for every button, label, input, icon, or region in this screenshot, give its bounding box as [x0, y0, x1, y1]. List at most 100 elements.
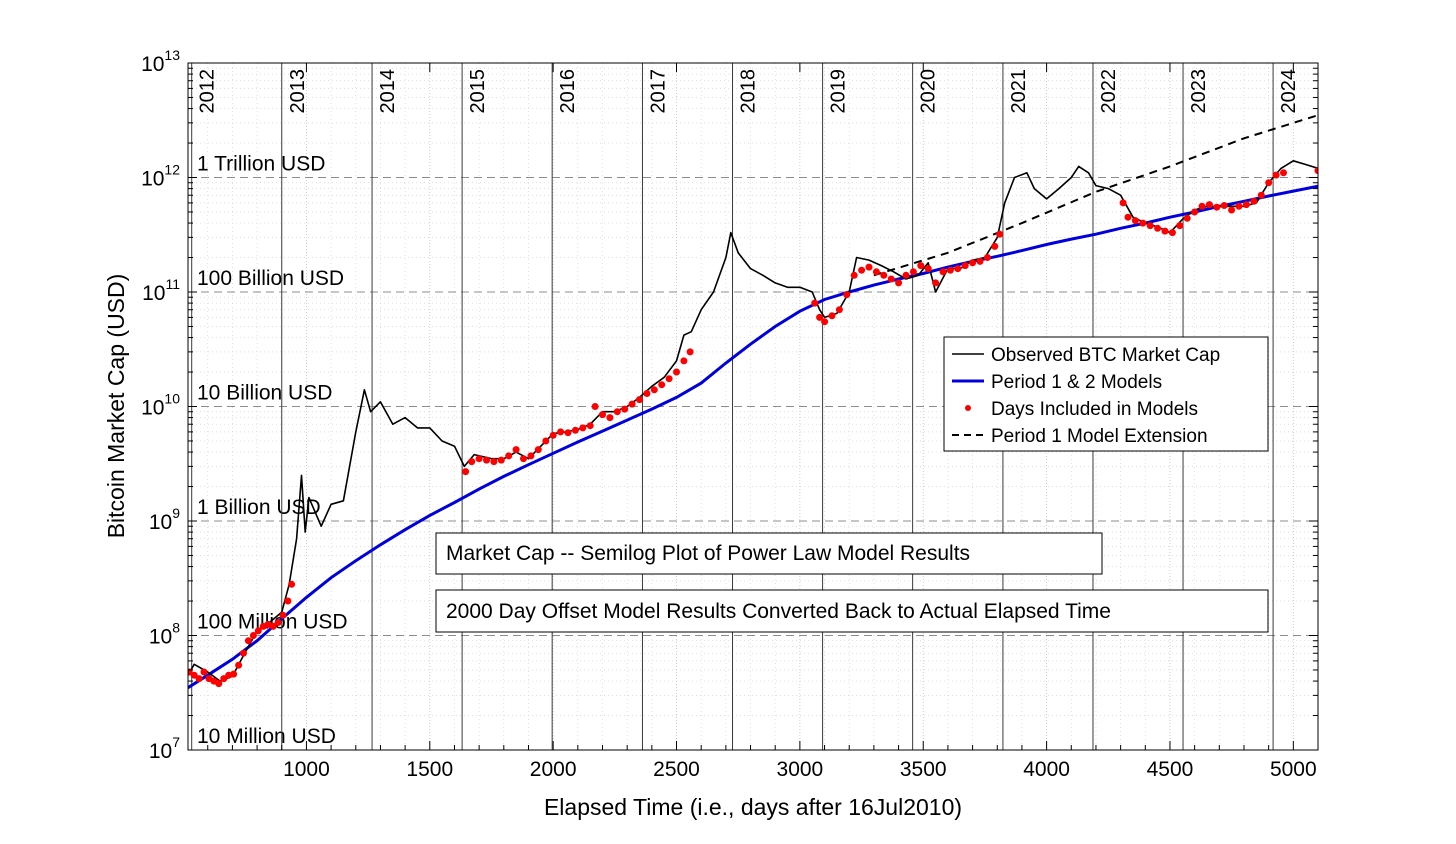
x-tick-label: 5000 [1270, 758, 1317, 781]
year-label: 2024 [1278, 69, 1300, 114]
model-day-point [512, 446, 520, 454]
model-day-point [924, 265, 932, 273]
model-day-point [887, 275, 895, 283]
model-day-point [976, 257, 984, 265]
model-day-point [961, 262, 969, 270]
model-day-point [571, 426, 579, 434]
x-tick-label: 1000 [283, 758, 330, 781]
model-day-point [954, 265, 962, 273]
x-tick-label: 3000 [777, 758, 824, 781]
y-tick-label: 108 [149, 620, 180, 649]
legend-box [943, 336, 1269, 452]
annotation-box-1: Market Cap -- Semilog Plot of Power Law … [435, 532, 1103, 575]
model-day-point [269, 622, 277, 630]
reference-lines: 10 Million USD 100 Million USD 1 Billion U… [188, 153, 1318, 748]
annotation-text-2: 2000 Day Offset Model Results Converted … [446, 600, 1111, 623]
reference-label: 10 Million USD [197, 725, 336, 748]
y-tick-base: 10 [149, 626, 172, 649]
y-tick-exponent: 11 [165, 276, 180, 292]
model-day-point [1146, 222, 1154, 230]
model-day-point [230, 670, 238, 678]
model-day-point [680, 357, 688, 365]
model-day-point [1235, 202, 1243, 210]
annotation-box-2: 2000 Day Offset Model Results Converted … [435, 589, 1269, 633]
y-tick-base: 10 [149, 511, 172, 534]
model-day-point [288, 580, 296, 588]
legend-label-observed: Observed BTC Market Cap [991, 345, 1220, 366]
model-day-point [1198, 202, 1206, 210]
y-tick-exponent: 9 [172, 505, 180, 521]
model-day-point [586, 422, 594, 430]
model-day-point [850, 271, 858, 279]
x-tick-label: 1500 [406, 758, 453, 781]
model-day-point [621, 405, 629, 413]
x-axis: 1000 1500 2000 2500 3000 3500 4000 4500 5000 [207, 63, 1317, 781]
model-day-point [490, 458, 498, 466]
reference-label: 100 Million USD [197, 611, 348, 634]
model-day-point [843, 291, 851, 299]
model-day-point [244, 637, 252, 645]
model-day-point [1168, 229, 1176, 237]
model-day-point [816, 313, 824, 321]
model-day-point [1265, 179, 1273, 187]
y-tick-label: 107 [149, 734, 180, 763]
model-day-point [811, 299, 819, 307]
x-axis-title: Elapsed Time (i.e., days after 16Jul2010… [544, 794, 962, 820]
model-day-point [235, 661, 243, 669]
model-day-point [917, 262, 925, 270]
year-label: 2023 [1188, 69, 1210, 114]
legend: Observed BTC Market Cap Period 1 & 2 Mod… [943, 336, 1269, 452]
y-axis-title: Bitcoin Market Cap (USD) [103, 274, 129, 539]
model-curve [188, 184, 1318, 689]
model-day-point [902, 271, 910, 279]
y-tick-base: 10 [141, 168, 164, 191]
model-day-point [284, 597, 292, 605]
model-day-point [1119, 199, 1127, 207]
year-label: 2016 [557, 69, 579, 114]
legend-label-days: Days Included in Models [991, 399, 1198, 420]
model-day-point [636, 396, 643, 404]
model-day-point [249, 632, 257, 639]
model-day-point [1228, 206, 1236, 214]
model-day-point [880, 271, 888, 279]
model-day-point [579, 424, 587, 432]
model-day-point [1124, 213, 1132, 221]
model-day-point [665, 375, 673, 383]
y-tick-label: 1011 [142, 276, 180, 305]
y-tick-label: 1010 [141, 391, 180, 420]
year-label: 2022 [1098, 69, 1120, 114]
model-day-point [1161, 227, 1169, 235]
model-day-point [606, 414, 614, 422]
model-day-point [946, 266, 954, 274]
model-day-point [279, 611, 287, 619]
model-day-point [650, 386, 658, 394]
model-day-point [1280, 169, 1287, 177]
model-day-point [274, 619, 282, 626]
model-day-point [1213, 203, 1221, 211]
model-day-point [828, 312, 836, 320]
model-day-point [505, 452, 513, 460]
legend-label-models: Period 1 & 2 Models [991, 372, 1162, 393]
model-day-point [673, 368, 680, 376]
model-day-point [591, 403, 599, 410]
model-day-point [996, 230, 1004, 238]
model-day-point [628, 400, 636, 408]
model-day-point [939, 268, 947, 276]
model-day-point [932, 279, 940, 287]
annotation-text-1: Market Cap -- Semilog Plot of Power Law … [446, 542, 970, 565]
model-day-point [909, 268, 917, 276]
model-day-point [483, 456, 490, 464]
model-day-point [686, 348, 694, 356]
model-day-point [549, 431, 557, 439]
y-tick-base: 10 [149, 740, 172, 763]
model-day-point [195, 675, 203, 683]
model-day-point [1176, 222, 1184, 230]
x-tick-label: 4500 [1147, 758, 1194, 781]
model-day-point [643, 390, 651, 397]
model-day-point [1131, 217, 1139, 225]
model-day-point [254, 627, 262, 635]
model-day-point [895, 279, 903, 287]
model-day-point [613, 408, 621, 416]
y-tick-exponent: 12 [164, 162, 180, 178]
